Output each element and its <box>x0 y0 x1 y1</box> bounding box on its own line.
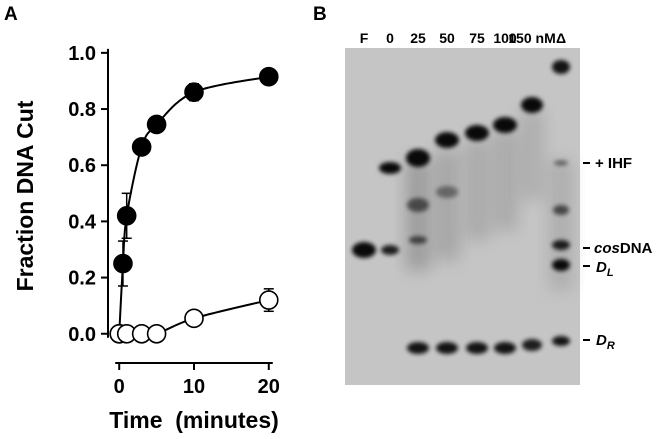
gel-band <box>552 336 570 346</box>
band-annotations: + IHF cosDNA DL DR <box>583 155 653 352</box>
gel-band <box>521 97 543 113</box>
lane-smear <box>520 110 544 200</box>
gel-band <box>435 132 459 148</box>
cosdna-label: cosDNA <box>594 240 653 257</box>
error-bars <box>117 83 274 313</box>
y-tick-label: 0.8 <box>68 99 96 121</box>
gel-band <box>406 149 430 167</box>
gel-band <box>466 342 488 354</box>
gel-band <box>436 186 458 198</box>
gel-band <box>381 245 399 255</box>
gel-band <box>552 240 570 250</box>
gel-shading <box>345 48 580 385</box>
gel-band <box>379 162 401 174</box>
gel-bands <box>352 60 570 354</box>
y-tick-label: 0.6 <box>68 155 96 177</box>
y-ticks: 0.0 0.2 0.4 0.6 0.8 1.0 <box>68 43 108 346</box>
gel-band <box>552 60 570 74</box>
lane-label: 150 nM <box>508 30 555 46</box>
lane-smear <box>493 130 517 230</box>
gel-smears <box>406 110 573 290</box>
lane-smear <box>435 150 459 260</box>
filled-data-point <box>113 253 133 274</box>
gel-band <box>407 342 429 354</box>
panel-a-letter: A <box>4 4 18 25</box>
y-axis-title: Fraction DNA Cut <box>12 100 38 291</box>
data-points <box>109 66 279 344</box>
lane-label: F <box>360 30 369 46</box>
lane-label: 25 <box>410 30 426 46</box>
lane-label: 0 <box>386 30 394 46</box>
open-data-point <box>258 290 279 310</box>
filled-data-point <box>116 205 137 226</box>
gel-band <box>522 339 542 351</box>
gel-band <box>409 236 427 244</box>
open-data-point <box>146 323 167 344</box>
y-tick-label: 1.0 <box>68 43 96 65</box>
dl-label: DL <box>596 259 614 279</box>
y-tick-label: 0.0 <box>68 324 96 346</box>
lane-label: Δ <box>556 30 566 46</box>
y-tick-label: 0.2 <box>68 268 96 290</box>
x-ticks: 0 10 20 <box>114 363 280 398</box>
gel-band <box>407 198 429 212</box>
gel-band <box>493 117 517 133</box>
lane-label: 100 <box>493 30 517 46</box>
ihf-label: + IHF <box>595 155 632 172</box>
lane-smear <box>406 160 430 270</box>
x-tick-label: 10 <box>183 376 205 398</box>
lane-label: 75 <box>469 30 485 46</box>
x-tick-label: 0 <box>114 376 125 398</box>
x-axis-title: Time (minutes) <box>109 407 279 433</box>
filled-data-point <box>184 82 204 102</box>
gel-band <box>465 125 489 141</box>
gel-band <box>494 342 516 354</box>
gel-band <box>352 242 376 258</box>
fit-curves <box>118 75 270 336</box>
gel-band <box>552 259 570 271</box>
series-1-curve <box>118 75 269 334</box>
lane-smear <box>465 140 489 240</box>
lane-label: 50 <box>439 30 455 46</box>
filled-data-point <box>146 114 167 135</box>
filled-data-point <box>258 66 279 87</box>
y-tick-label: 0.4 <box>68 211 97 233</box>
kinetics-chart: 0.0 0.2 0.4 0.6 0.8 1.0 0 10 20 Fraction DNA Cu… <box>12 43 280 433</box>
dr-label: DR <box>596 332 615 352</box>
open-data-point <box>184 308 204 329</box>
gel-band <box>436 342 458 354</box>
filled-data-point <box>131 137 152 157</box>
gel-band <box>554 160 568 166</box>
gel-band <box>553 205 569 215</box>
x-tick-label: 20 <box>258 376 280 398</box>
panel-b-letter: B <box>313 4 327 25</box>
